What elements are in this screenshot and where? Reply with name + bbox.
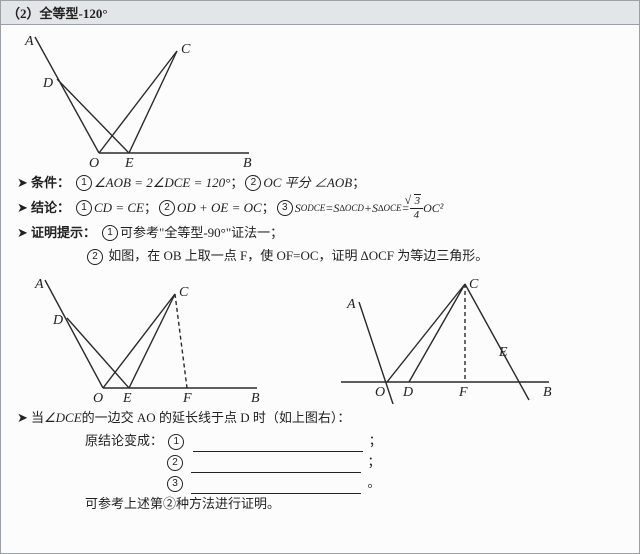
when-text: 的一边交 AO 的延长线于点 D 时（如上图右）：: [82, 408, 351, 429]
proof-label: 证明提示：: [31, 223, 96, 244]
circle-3-icon: 3: [277, 200, 293, 216]
concl-2: OD + OE = OC: [177, 198, 262, 219]
cond-2: OC 平分 ∠AOB: [263, 173, 352, 194]
proof-line-2: 2 如图，在 OB 上取一点 F，使 OF=OC，证明 ∆OCF 为等边三角形。: [85, 246, 629, 267]
svg-text:E: E: [498, 345, 508, 360]
content-area: A D O E B C ➤ 条件： 1 ∠AOB = 2∠DCE = 120° …: [1, 25, 639, 522]
figure-pair: A D O E F B C: [27, 270, 629, 404]
figure-left-svg: A D O E F B C: [27, 270, 277, 404]
svg-text:C: C: [181, 42, 191, 57]
sep: ；: [144, 198, 157, 219]
svg-text:D: D: [42, 76, 53, 91]
orig-concl-row-1: 原结论变成： 1 ；: [85, 431, 629, 452]
svg-text:B: B: [243, 156, 252, 169]
bullet-icon: ➤: [17, 198, 31, 219]
sep: ；: [230, 173, 243, 194]
circle-2-icon: 2: [159, 200, 175, 216]
concl-1: CD = CE: [94, 198, 144, 219]
orig-concl-row-2: 2 ；: [165, 452, 629, 473]
svg-text:F: F: [458, 385, 468, 400]
circle-2-icon: 2: [87, 249, 103, 265]
svg-text:A: A: [24, 34, 34, 49]
figure-top-svg: A D O E B C: [17, 31, 267, 169]
tail: ；: [369, 433, 382, 448]
svg-text:B: B: [543, 385, 552, 400]
svg-text:O: O: [93, 391, 103, 404]
concl-3: SODCE = S∆OCD + S∆OCE = 3 4 OC²: [295, 196, 444, 221]
tail: ；: [368, 454, 381, 469]
page-frame: （2）全等型-120° A D O E B C: [0, 0, 640, 554]
svg-text:A: A: [346, 297, 356, 312]
svg-text:F: F: [182, 391, 192, 404]
bullet-icon: ➤: [17, 223, 31, 244]
svg-text:C: C: [469, 277, 479, 292]
proof-text-2: 如图，在 OB 上取一点 F，使 OF=OC，证明 ∆OCF 为等边三角形。: [108, 248, 488, 263]
tail: 。: [368, 475, 381, 490]
svg-text:D: D: [52, 313, 63, 328]
when-angle: ∠DCE: [44, 408, 82, 429]
svg-text:O: O: [375, 385, 385, 400]
svg-text:A: A: [34, 277, 44, 292]
blank-1: [193, 438, 363, 452]
circle-2-icon: 2: [167, 455, 183, 471]
figure-right-svg: A O D F E B C: [317, 270, 567, 404]
circle-3-icon: 3: [167, 476, 183, 492]
svg-text:D: D: [402, 385, 413, 400]
proof-text-1: 可参考"全等型-90°"证法一；: [120, 223, 283, 244]
blank-2: [191, 459, 361, 473]
conclusions-line: ➤ 结论： 1 CD = CE ； 2 OD + OE = OC ； 3 SOD…: [17, 196, 629, 221]
circle-1-icon: 1: [102, 225, 118, 241]
svg-text:E: E: [124, 156, 134, 169]
circle-1-icon: 1: [76, 175, 92, 191]
conditions-line: ➤ 条件： 1 ∠AOB = 2∠DCE = 120° ； 2 OC 平分 ∠A…: [17, 173, 629, 194]
svg-text:C: C: [179, 285, 189, 300]
circle-1-icon: 1: [76, 200, 92, 216]
sep2: ；: [352, 173, 365, 194]
ref-line: 可参考上述第②种方法进行证明。: [85, 494, 629, 515]
svg-text:B: B: [251, 391, 260, 404]
concl-label: 结论：: [31, 198, 70, 219]
cond-1: ∠AOB = 2∠DCE = 120°: [94, 173, 230, 194]
bullet-icon: ➤: [17, 173, 31, 194]
svg-text:E: E: [122, 391, 132, 404]
when-line: ➤ 当 ∠DCE 的一边交 AO 的延长线于点 D 时（如上图右）：: [17, 408, 629, 429]
proof-line-1: ➤ 证明提示： 1 可参考"全等型-90°"证法一；: [17, 223, 629, 244]
orig-concl-label: 原结论变成：: [85, 433, 163, 448]
when-prefix: 当: [31, 408, 44, 429]
orig-concl-row-3: 3 。: [165, 473, 629, 494]
sep: ；: [262, 198, 275, 219]
bullet-icon: ➤: [17, 408, 31, 429]
section-header: （2）全等型-120°: [1, 1, 639, 25]
blank-3: [191, 480, 361, 494]
svg-text:O: O: [89, 156, 99, 169]
cond-label: 条件：: [31, 173, 70, 194]
circle-1-icon: 1: [168, 434, 184, 450]
circle-2-icon: 2: [245, 175, 261, 191]
figure-top: A D O E B C: [17, 31, 629, 169]
